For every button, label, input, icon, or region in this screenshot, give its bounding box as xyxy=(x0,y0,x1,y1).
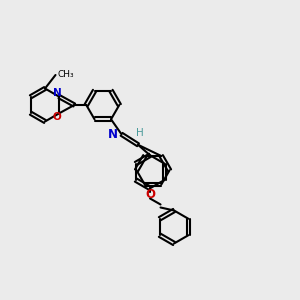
Text: N: N xyxy=(108,128,118,141)
Text: O: O xyxy=(52,112,61,122)
Text: N: N xyxy=(52,88,61,98)
Text: CH₃: CH₃ xyxy=(57,70,74,79)
Text: O: O xyxy=(145,188,155,201)
Text: H: H xyxy=(136,128,143,138)
